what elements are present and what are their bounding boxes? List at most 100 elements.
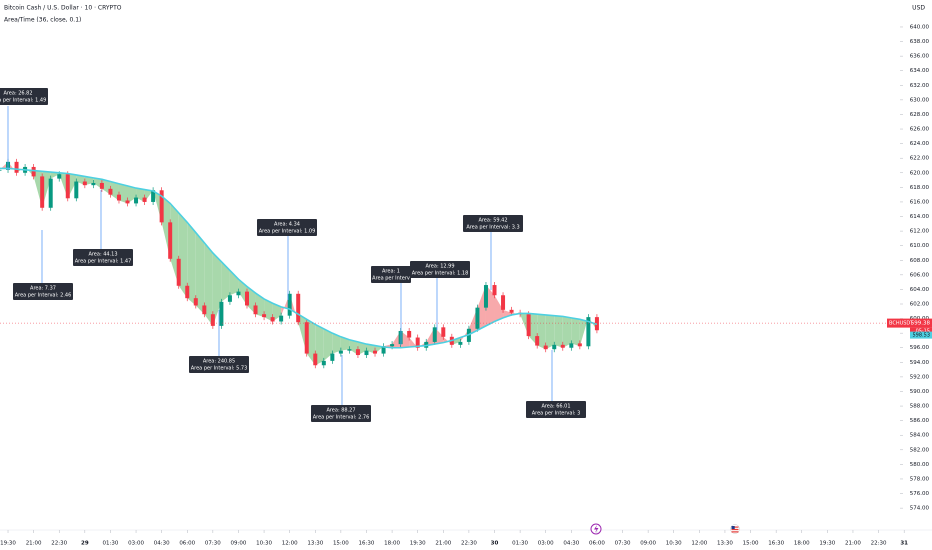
area-fill: [349, 339, 358, 356]
area-fill: [212, 252, 222, 326]
x-tick-label: 18:00: [384, 541, 400, 547]
x-tick-label: 21:00: [845, 541, 861, 547]
y-tick-label: 596.00: [910, 345, 930, 351]
area-fill: [33, 170, 43, 208]
x-tick-label: 04:30: [563, 541, 579, 547]
annotation-text: Area per Interv: [372, 276, 410, 282]
x-tick-label: 21:00: [435, 541, 451, 547]
candle: [202, 305, 207, 315]
area-fill: [16, 166, 26, 173]
annotation-text: Area per Interval: 5.73: [191, 366, 248, 372]
y-tick-label: 628.00: [910, 112, 930, 118]
candle: [304, 322, 309, 354]
x-tick-label: 09:00: [640, 541, 656, 547]
candle: [270, 317, 275, 322]
x-tick-label: 18:00: [794, 541, 810, 547]
annotation-text: Area per Interval: 1.09: [259, 229, 316, 235]
x-tick-label: 09:00: [231, 541, 247, 547]
candle: [373, 350, 378, 354]
x-tick-label: 04:30: [154, 541, 170, 547]
y-tick-label: 580.00: [910, 462, 930, 468]
area-fill: [340, 336, 350, 351]
x-tick-label: 10:30: [666, 541, 682, 547]
candle: [108, 188, 113, 195]
area-fill: [118, 183, 128, 204]
area-fill: [545, 314, 555, 350]
area-fill: [588, 317, 597, 331]
event-icon: [590, 523, 602, 535]
candle: [441, 327, 446, 337]
y-tick-label: 574.00: [910, 506, 930, 512]
candle: [432, 327, 437, 342]
area-fill: [579, 317, 589, 347]
x-tick-label: 01:30: [103, 541, 119, 547]
area-fill: [554, 315, 563, 348]
candle: [407, 330, 412, 338]
area-fill: [59, 172, 68, 199]
annotation-text: Area per Interval: 2.76: [313, 415, 370, 421]
candle: [526, 314, 531, 337]
y-tick-label: 582.00: [910, 447, 930, 453]
candle: [116, 194, 121, 201]
x-tick-label: 31: [900, 541, 908, 547]
candle: [415, 337, 420, 348]
candle: [159, 190, 164, 223]
x-tick-label: 13:30: [717, 541, 733, 547]
candle: [74, 181, 79, 199]
area-fill: [93, 177, 102, 189]
area-fill: [25, 166, 34, 177]
annotation-text: Area: 1: [382, 269, 400, 275]
annotation-text: Area: 66.01: [541, 404, 570, 410]
y-tick-label: 618.00: [910, 185, 930, 191]
area-fill: [229, 270, 239, 296]
candle: [210, 314, 215, 326]
area-fill: [178, 212, 188, 299]
x-tick-label: 10:30: [256, 541, 272, 547]
area-fill: [161, 196, 171, 259]
candle: [321, 360, 326, 366]
annotation-box: [257, 219, 317, 236]
annotation-text: Area per Interval: 1.18: [412, 271, 469, 277]
y-tick-label: 616.00: [910, 199, 930, 205]
area-fill: [571, 317, 580, 347]
candle: [287, 293, 292, 316]
ma-line: [0, 167, 598, 349]
candle: [244, 291, 249, 306]
candle: [458, 341, 463, 345]
candle: [355, 349, 360, 356]
y-tick-label: 634.00: [910, 68, 930, 74]
x-tick-label: 15:00: [333, 541, 349, 547]
area-fill: [84, 176, 94, 186]
y-tick-label: 632.00: [910, 83, 930, 89]
candle: [390, 344, 395, 347]
candle: [475, 307, 480, 329]
area-fill: [42, 171, 51, 208]
area-fill: [101, 179, 111, 195]
area-fill: [153, 190, 162, 223]
candle: [569, 343, 574, 348]
candle: [125, 200, 130, 204]
annotation-text: Area: 240.85: [203, 359, 235, 365]
y-tick-label: 588.00: [910, 404, 930, 410]
area-fill: [562, 316, 572, 348]
area-fill: [315, 324, 324, 366]
x-tick-label: 12:00: [282, 541, 298, 547]
candle: [253, 305, 258, 315]
y-tick-label: 606.00: [910, 272, 930, 278]
y-tick-label: 602.00: [910, 302, 930, 308]
currency: USD: [912, 5, 925, 12]
y-tick-label: 604.00: [910, 287, 930, 293]
annotation-text: Area per Interval: 1.47: [75, 259, 132, 265]
x-tick-label: 06:00: [179, 541, 195, 547]
price-axis: [900, 0, 932, 530]
area-fill: [494, 295, 504, 322]
x-tick-label: 19:30: [819, 541, 835, 547]
area-fill: [110, 181, 119, 201]
candle: [577, 343, 582, 347]
area-fill: [127, 185, 137, 204]
x-tick-label: 13:30: [307, 541, 323, 547]
y-tick-label: 590.00: [910, 389, 930, 395]
candle: [31, 166, 36, 177]
candle: [14, 161, 19, 173]
